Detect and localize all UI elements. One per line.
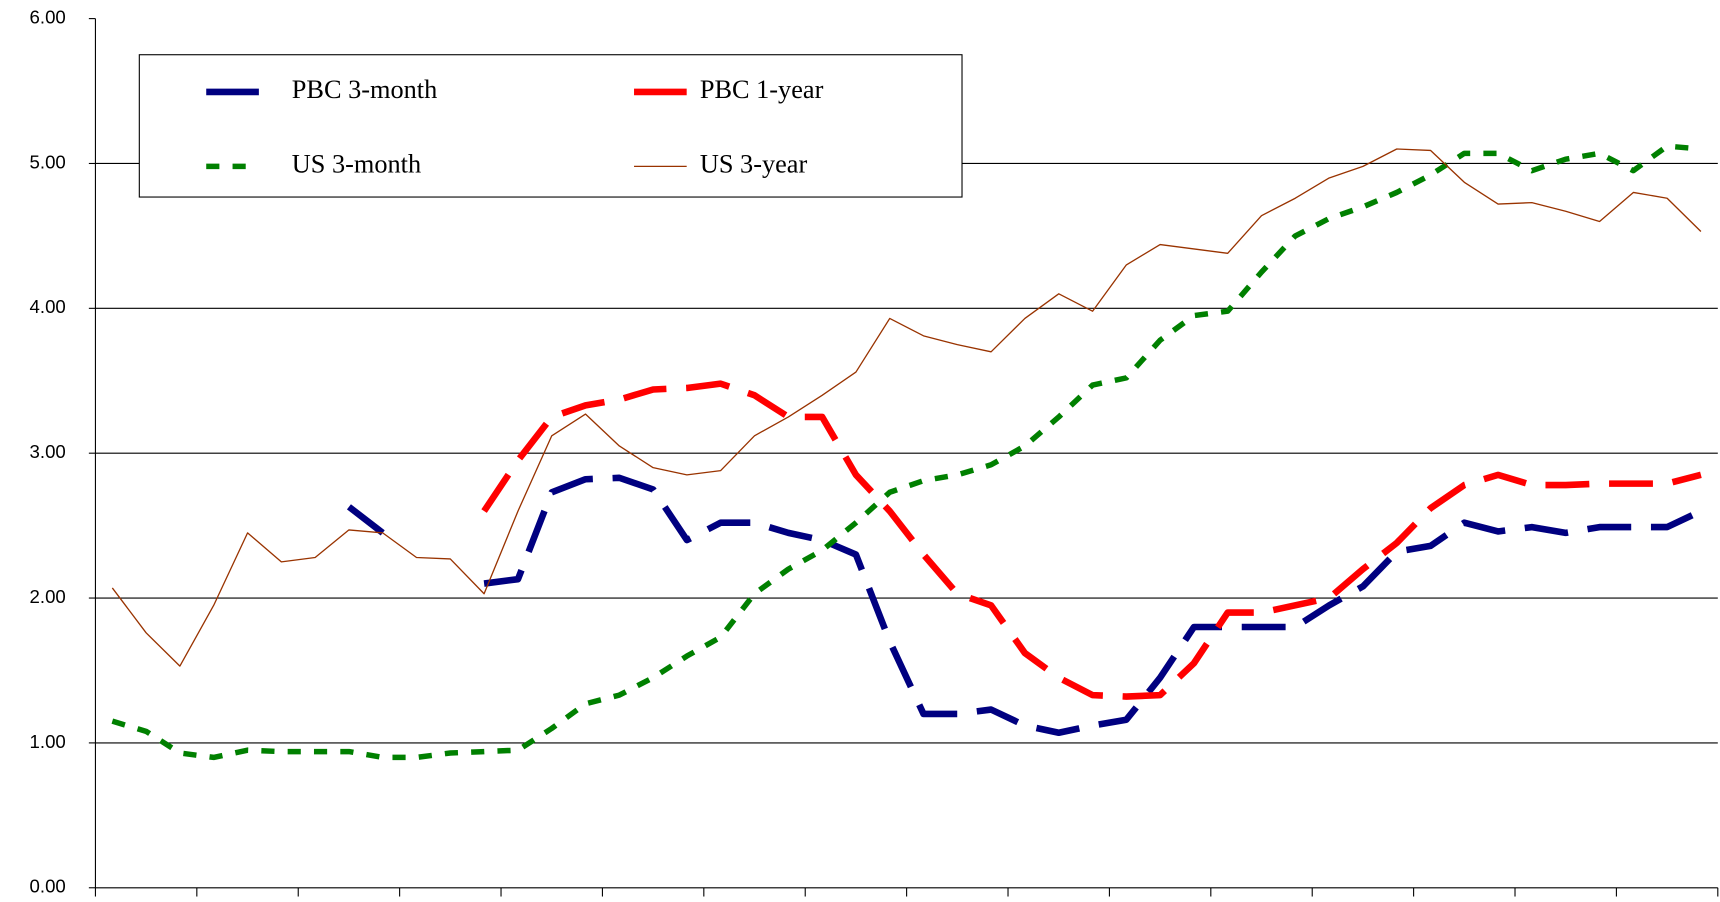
series-line <box>346 474 1703 737</box>
legend-label: US 3-month <box>292 149 421 178</box>
y-tick-label: 3.00 <box>30 441 66 462</box>
legend-label: PBC 1-year <box>700 75 824 104</box>
y-tick-label: 0.00 <box>30 876 66 897</box>
y-tick-label: 2.00 <box>30 586 66 607</box>
series-line <box>111 143 1702 761</box>
legend-box <box>138 54 963 198</box>
legend-label: US 3-year <box>700 149 808 178</box>
y-tick-label: 4.00 <box>30 296 66 317</box>
y-tick-label: 1.00 <box>30 731 66 752</box>
series-line <box>111 148 1702 667</box>
series-line <box>481 380 1702 700</box>
legend-label: PBC 3-month <box>292 75 437 104</box>
y-tick-label: 6.00 <box>30 7 66 28</box>
y-tick-label: 5.00 <box>30 151 66 172</box>
